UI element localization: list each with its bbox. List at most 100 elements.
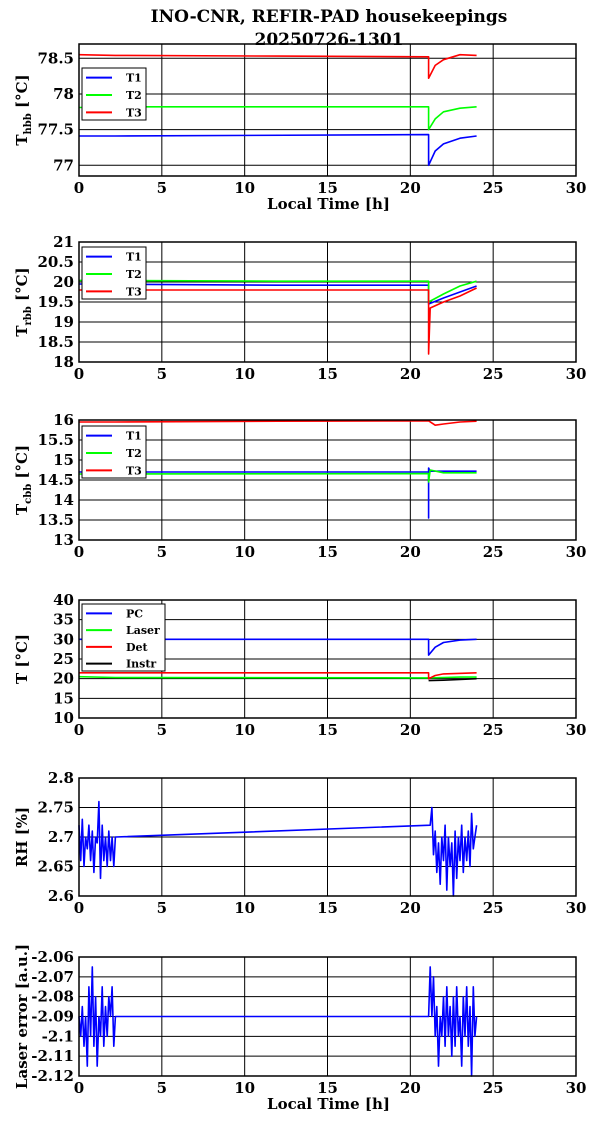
series-line-instr [428,677,477,682]
x-tick-label: 30 [566,365,587,383]
legend-label: Instr [126,658,156,671]
x-tick-label: 15 [317,543,338,561]
x-tick-label: 20 [400,899,421,917]
y-tick-label: 77.5 [37,121,74,139]
y-tick-label: 15 [53,689,74,707]
y-tick-label: 2.65 [37,858,74,876]
y-tick-label: -2.08 [31,988,74,1006]
y-tick-label: 78.5 [37,49,74,67]
y-tick-label: -2.09 [31,1008,74,1026]
x-tick-label: 20 [400,1079,421,1097]
x-tick-label: 0 [74,1079,84,1097]
series-line-t3 [79,287,477,355]
legend-label: T1 [126,72,142,85]
x-tick-label: 25 [483,365,504,383]
chart-panel-5: 0 5 10 15 20 25 30 2.6 2.65 2.7 2.75 2.8 RH [%] [13,769,586,917]
y-tick-label: -2.06 [31,948,74,966]
y-axis-label: Trbb [°C] [13,267,34,336]
y-tick-label: 77 [53,156,74,174]
x-tick-label: 10 [234,179,255,197]
y-tick-label: 15.5 [37,431,74,449]
x-tick-label: 25 [483,543,504,561]
y-tick-label: 20 [53,273,74,291]
plot-frame [78,956,577,1077]
y-tick-label: 78 [53,85,74,103]
y-tick-label: 10 [53,709,74,727]
legend-label: Laser [126,624,160,637]
legend: T1 T2 T3 [81,246,147,300]
chart-panel-3: 0 5 10 15 20 25 30 13 13.5 14 14.5 15 15.5 16 Tcbb [°C… [13,411,586,561]
y-tick-label: 14.5 [37,471,74,489]
x-tick-label: 15 [317,1079,338,1097]
series-line-t3 [78,53,477,79]
legend-label: T2 [126,447,142,460]
plot-frame [78,599,577,719]
x-tick-label: 25 [483,1079,504,1097]
x-tick-label: 10 [234,365,255,383]
plot-frame [78,777,577,897]
legend-box [81,603,166,672]
x-tick-label: 20 [400,721,421,739]
x-tick-label: 30 [566,1079,587,1097]
x-tick-label: 0 [74,721,84,739]
x-tick-label: 5 [157,899,167,917]
y-tick-label: 13.5 [37,511,74,529]
y-tick-label: 35 [53,611,74,629]
x-tick-label: 30 [566,721,587,739]
legend: T1 T2 T3 [81,67,147,121]
x-tick-label: 20 [400,179,421,197]
y-tick-label: 15 [53,451,74,469]
plot-frame [78,419,577,541]
x-tick-label: 20 [400,543,421,561]
series-line-s1 [78,966,478,1077]
x-tick-label: 0 [74,365,84,383]
y-tick-label: 21 [53,233,74,251]
x-tick-label: 0 [74,179,84,197]
y-tick-label: 30 [53,630,74,648]
legend-label: PC [126,607,143,620]
legend-label: T2 [126,89,142,102]
chart-panel-6: 0 5 10 15 20 25 30 -2.12 -2.11 -2.1-2.09 -2.08 -2.0… [13,944,586,1113]
series-line-pc [79,638,477,656]
series-line-t1 [79,467,477,519]
x-axis-label: Local Time [h] [267,1095,390,1113]
y-tick-label: 19 [53,313,74,331]
x-tick-label: 5 [157,365,167,383]
x-tick-label: 5 [157,179,167,197]
legend-label: T3 [126,285,142,298]
legend-label: T2 [126,268,142,281]
y-tick-label: 2.7 [48,828,74,846]
y-axis-label: T [°C] [13,634,31,684]
legend-label: T3 [126,464,142,477]
x-tick-label: 30 [566,899,587,917]
plot-frame [78,241,577,363]
y-tick-label: 16 [53,411,74,429]
y-tick-label: 18.5 [37,333,74,351]
x-tick-label: 20 [400,365,421,383]
chart-panel-2: 0 5 10 15 20 25 30 18 18.5 19 19.5 20 20.5 21 Trbb [°C… [13,233,586,383]
y-tick-label: 20 [53,670,74,688]
x-tick-label: 5 [157,543,167,561]
figure-title-line2: 20250726-1301 [255,30,404,50]
y-axis-label: Tcbb [°C] [13,445,34,515]
x-tick-label: 30 [566,179,587,197]
x-tick-label: 25 [483,899,504,917]
x-tick-label: 15 [317,721,338,739]
chart-panel-1: 0 5 10 15 20 25 30 77 77.5 78 78.5 Local Time [h] Th… [13,43,587,213]
series-line-det [79,671,477,680]
y-tick-label: 20.5 [37,253,74,271]
y-tick-label: -2.1 [42,1027,74,1045]
y-tick-label: 19.5 [37,293,74,311]
legend-label: T1 [126,251,142,264]
series-line-s1 [78,800,478,897]
y-axis-label: Thbb [°C] [13,74,34,145]
x-axis-label: Local Time [h] [267,195,390,213]
series-line-t3 [79,419,477,427]
x-tick-label: 5 [157,1079,167,1097]
y-tick-label: -2.11 [31,1047,74,1065]
y-tick-label: 13 [53,531,74,549]
y-tick-label: -2.12 [31,1067,74,1085]
